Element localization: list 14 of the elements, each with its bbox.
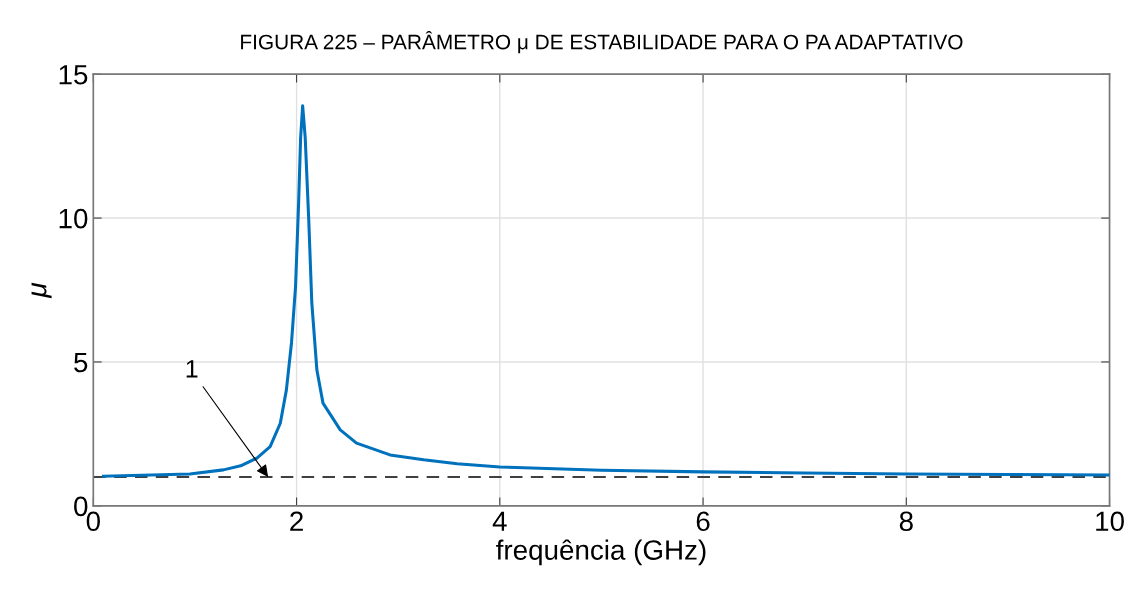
x-tick-label: 4 bbox=[492, 511, 507, 531]
line-series bbox=[101, 104, 1110, 478]
y-tick-label: 5 bbox=[74, 352, 88, 373]
y-tick-label: 0 bbox=[74, 496, 88, 517]
x-tick-label: 8 bbox=[899, 511, 913, 532]
y-axis-title: μ bbox=[31, 282, 52, 299]
y-tick-label: 15 bbox=[59, 65, 88, 85]
x-tick-label: 10 bbox=[1096, 511, 1124, 532]
x-tick-label: 6 bbox=[696, 511, 710, 532]
x-axis-title: frequência (GHz) bbox=[496, 539, 706, 566]
y-tick-label: 10 bbox=[59, 208, 88, 229]
x-tick-label: 2 bbox=[290, 511, 303, 531]
chart-title: FIGURA 225 – PARÂMETRO μ DE ESTABILIDADE PARA O PA ADAPTATIVO bbox=[241, 30, 963, 54]
annotation: 1 bbox=[186, 360, 198, 378]
